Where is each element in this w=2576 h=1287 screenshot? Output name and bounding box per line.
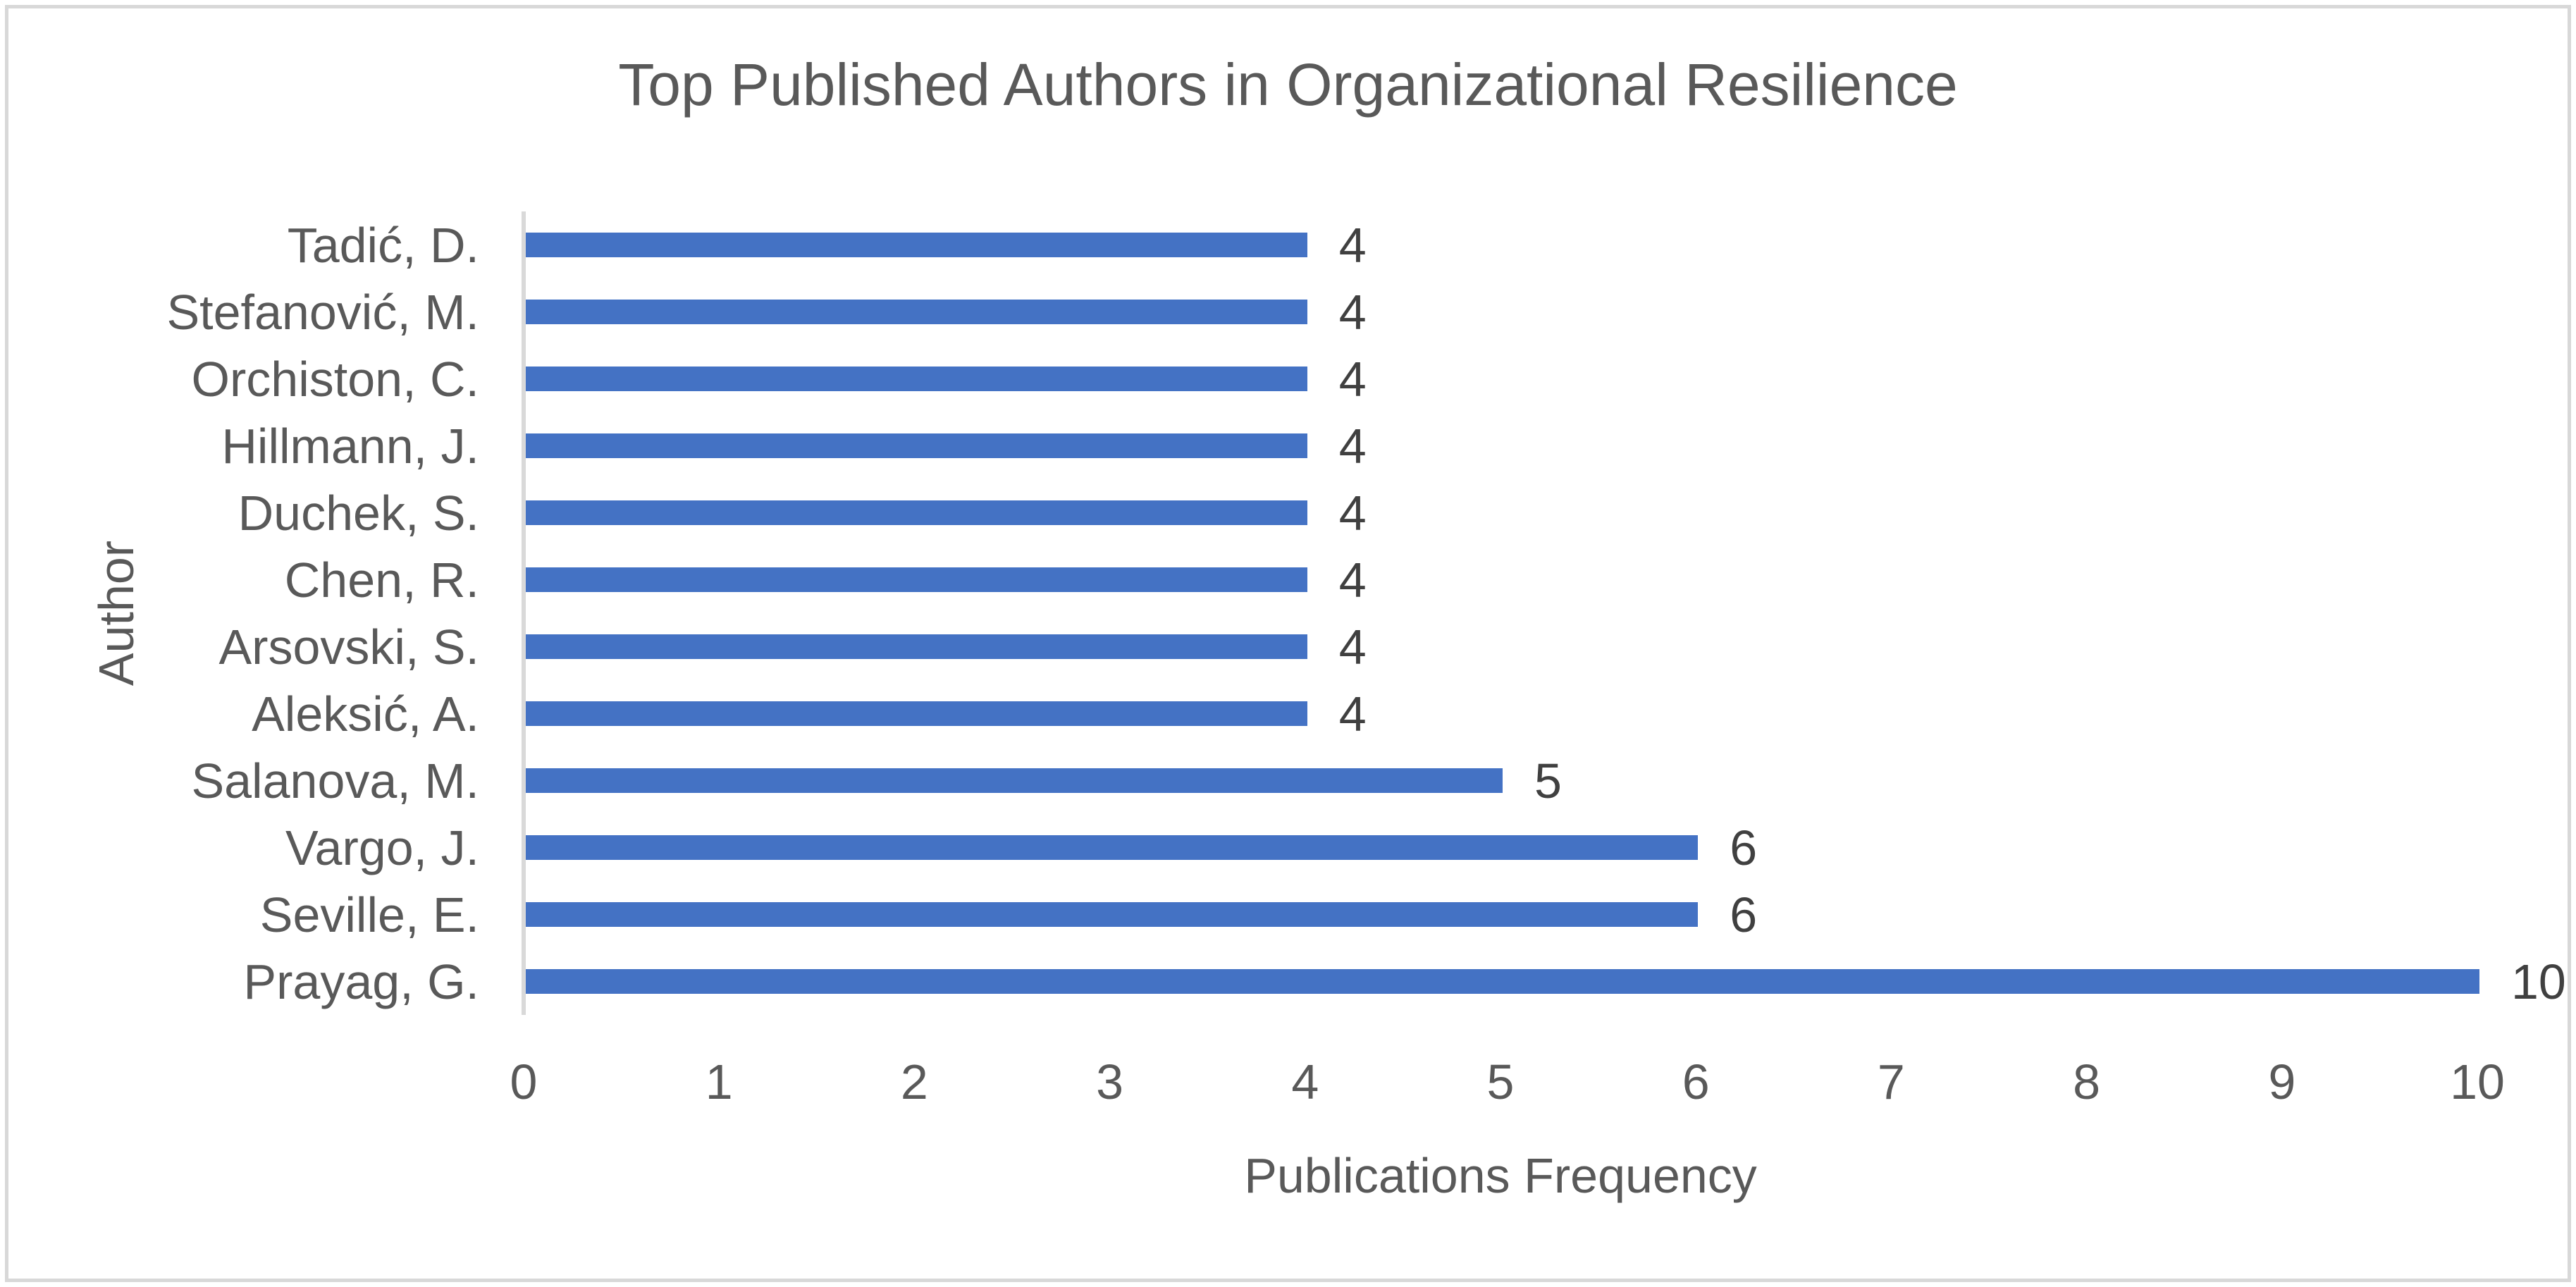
category-axis-line [522,211,526,1015]
bar [526,367,1307,391]
value-label: 10 [2511,954,2566,1009]
bar [526,701,1307,726]
bar [526,902,1699,927]
bar [526,500,1307,525]
category-label: Arsovski, S. [218,619,479,675]
value-label: 4 [1338,552,1367,608]
category-label: Salanova, M. [191,753,479,808]
bar [526,768,1503,793]
bar [526,300,1307,324]
value-label: 4 [1338,217,1367,273]
category-label: Orchiston, C. [191,351,479,407]
category-label: Aleksić, A. [252,686,479,741]
x-axis-tick-label: 10 [2450,1054,2505,1109]
x-axis-tick-label: 6 [1682,1054,1710,1109]
bar [526,567,1307,592]
x-axis-tick-label: 8 [2073,1054,2101,1109]
x-axis-title: Publications Frequency [1244,1148,1757,1203]
value-label: 4 [1338,351,1367,407]
category-label: Seville, E. [259,887,479,942]
bar [526,969,2479,994]
category-label: Tadić, D. [287,217,479,273]
y-axis-title: Author [89,540,144,686]
x-axis-tick-label: 5 [1486,1054,1515,1109]
value-label: 4 [1338,418,1367,474]
x-axis-tick-label: 2 [900,1054,928,1109]
category-label: Hillmann, J. [221,418,479,474]
bar [526,233,1307,257]
value-label: 5 [1534,753,1562,808]
category-label: Duchek, S. [238,485,479,541]
value-label: 4 [1338,485,1367,541]
value-label: 6 [1730,887,1758,942]
category-label: Chen, R. [284,552,479,608]
category-label: Prayag, G. [243,954,479,1009]
x-axis-tick-label: 0 [510,1054,538,1109]
chart-title: Top Published Authors in Organizational … [618,51,1958,118]
bar [526,634,1307,659]
value-label: 4 [1338,284,1367,340]
x-axis-tick-label: 1 [705,1054,733,1109]
bar [526,835,1699,860]
category-label: Stefanović, M. [166,284,479,340]
value-label: 4 [1338,619,1367,675]
x-axis-tick-label: 9 [2268,1054,2296,1109]
bar [526,433,1307,458]
x-axis-tick-label: 7 [1877,1054,1905,1109]
category-label: Vargo, J. [285,820,479,875]
value-label: 4 [1338,686,1367,741]
x-axis-tick-label: 3 [1096,1054,1124,1109]
value-label: 6 [1730,820,1758,875]
x-axis-tick-label: 4 [1291,1054,1319,1109]
